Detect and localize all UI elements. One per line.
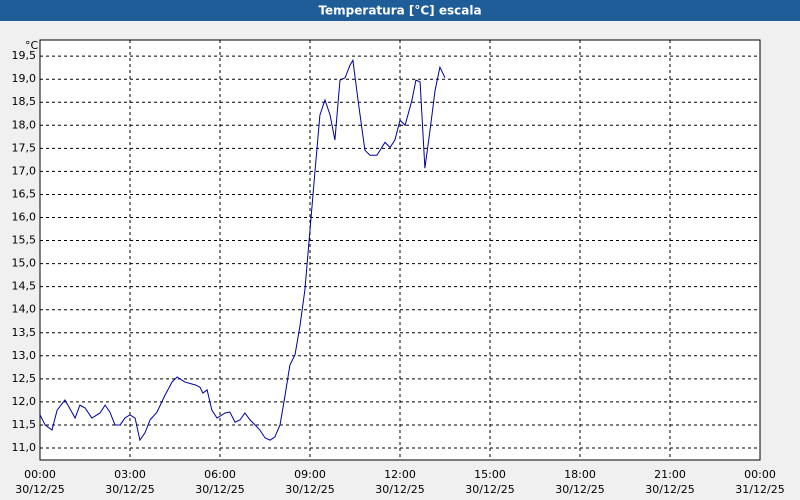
x-tick-label: 12:00	[384, 468, 416, 481]
y-tick-label: 11,0	[12, 441, 37, 454]
x-tick-label: 09:00	[294, 468, 326, 481]
y-tick-label: 17,5	[12, 141, 37, 154]
y-tick-label: 12,5	[12, 372, 37, 385]
y-tick-label: 12,0	[12, 395, 37, 408]
x-tick-date: 30/12/25	[375, 483, 424, 496]
x-tick-date: 30/12/25	[285, 483, 334, 496]
x-tick-label: 06:00	[204, 468, 236, 481]
y-tick-label: 15,5	[12, 234, 37, 247]
x-tick-label: 15:00	[474, 468, 506, 481]
title-bar	[0, 0, 800, 21]
y-tick-label: 13,5	[12, 326, 37, 339]
y-tick-label: 16,0	[12, 210, 37, 223]
y-tick-label: 18,0	[12, 118, 37, 131]
y-tick-label: 17,0	[12, 164, 37, 177]
y-tick-label: 19,0	[12, 72, 37, 85]
x-tick-date: 30/12/25	[645, 483, 694, 496]
line	[39, 58, 446, 442]
x-tick-date: 30/12/25	[15, 483, 64, 496]
chart-title: Temperatura [°C] escala	[318, 4, 481, 18]
y-tick-label: 15,0	[12, 257, 37, 270]
x-tick-label: 03:00	[114, 468, 146, 481]
x-tick-label: 21:00	[654, 468, 686, 481]
y-tick-label: 11,5	[12, 418, 37, 431]
y-tick-label: 14,5	[12, 280, 37, 293]
x-tick-date: 31/12/25	[735, 483, 784, 496]
x-tick-date: 30/12/25	[465, 483, 514, 496]
x-tick-label: 00:00	[744, 468, 776, 481]
x-tick-date: 30/12/25	[105, 483, 154, 496]
x-tick-label: 18:00	[564, 468, 596, 481]
y-tick-label: 18,5	[12, 95, 37, 108]
y-tick-label: 16,5	[12, 187, 37, 200]
y-tick-label: 14,0	[12, 303, 37, 316]
y-unit: °C	[25, 39, 39, 52]
x-tick-date: 30/12/25	[195, 483, 244, 496]
x-tick-label: 00:00	[24, 468, 56, 481]
y-tick-label: 19,5	[12, 49, 37, 62]
y-tick-label: 13,0	[12, 349, 37, 362]
x-tick-date: 30/12/25	[555, 483, 604, 496]
plot-border	[39, 39, 761, 461]
